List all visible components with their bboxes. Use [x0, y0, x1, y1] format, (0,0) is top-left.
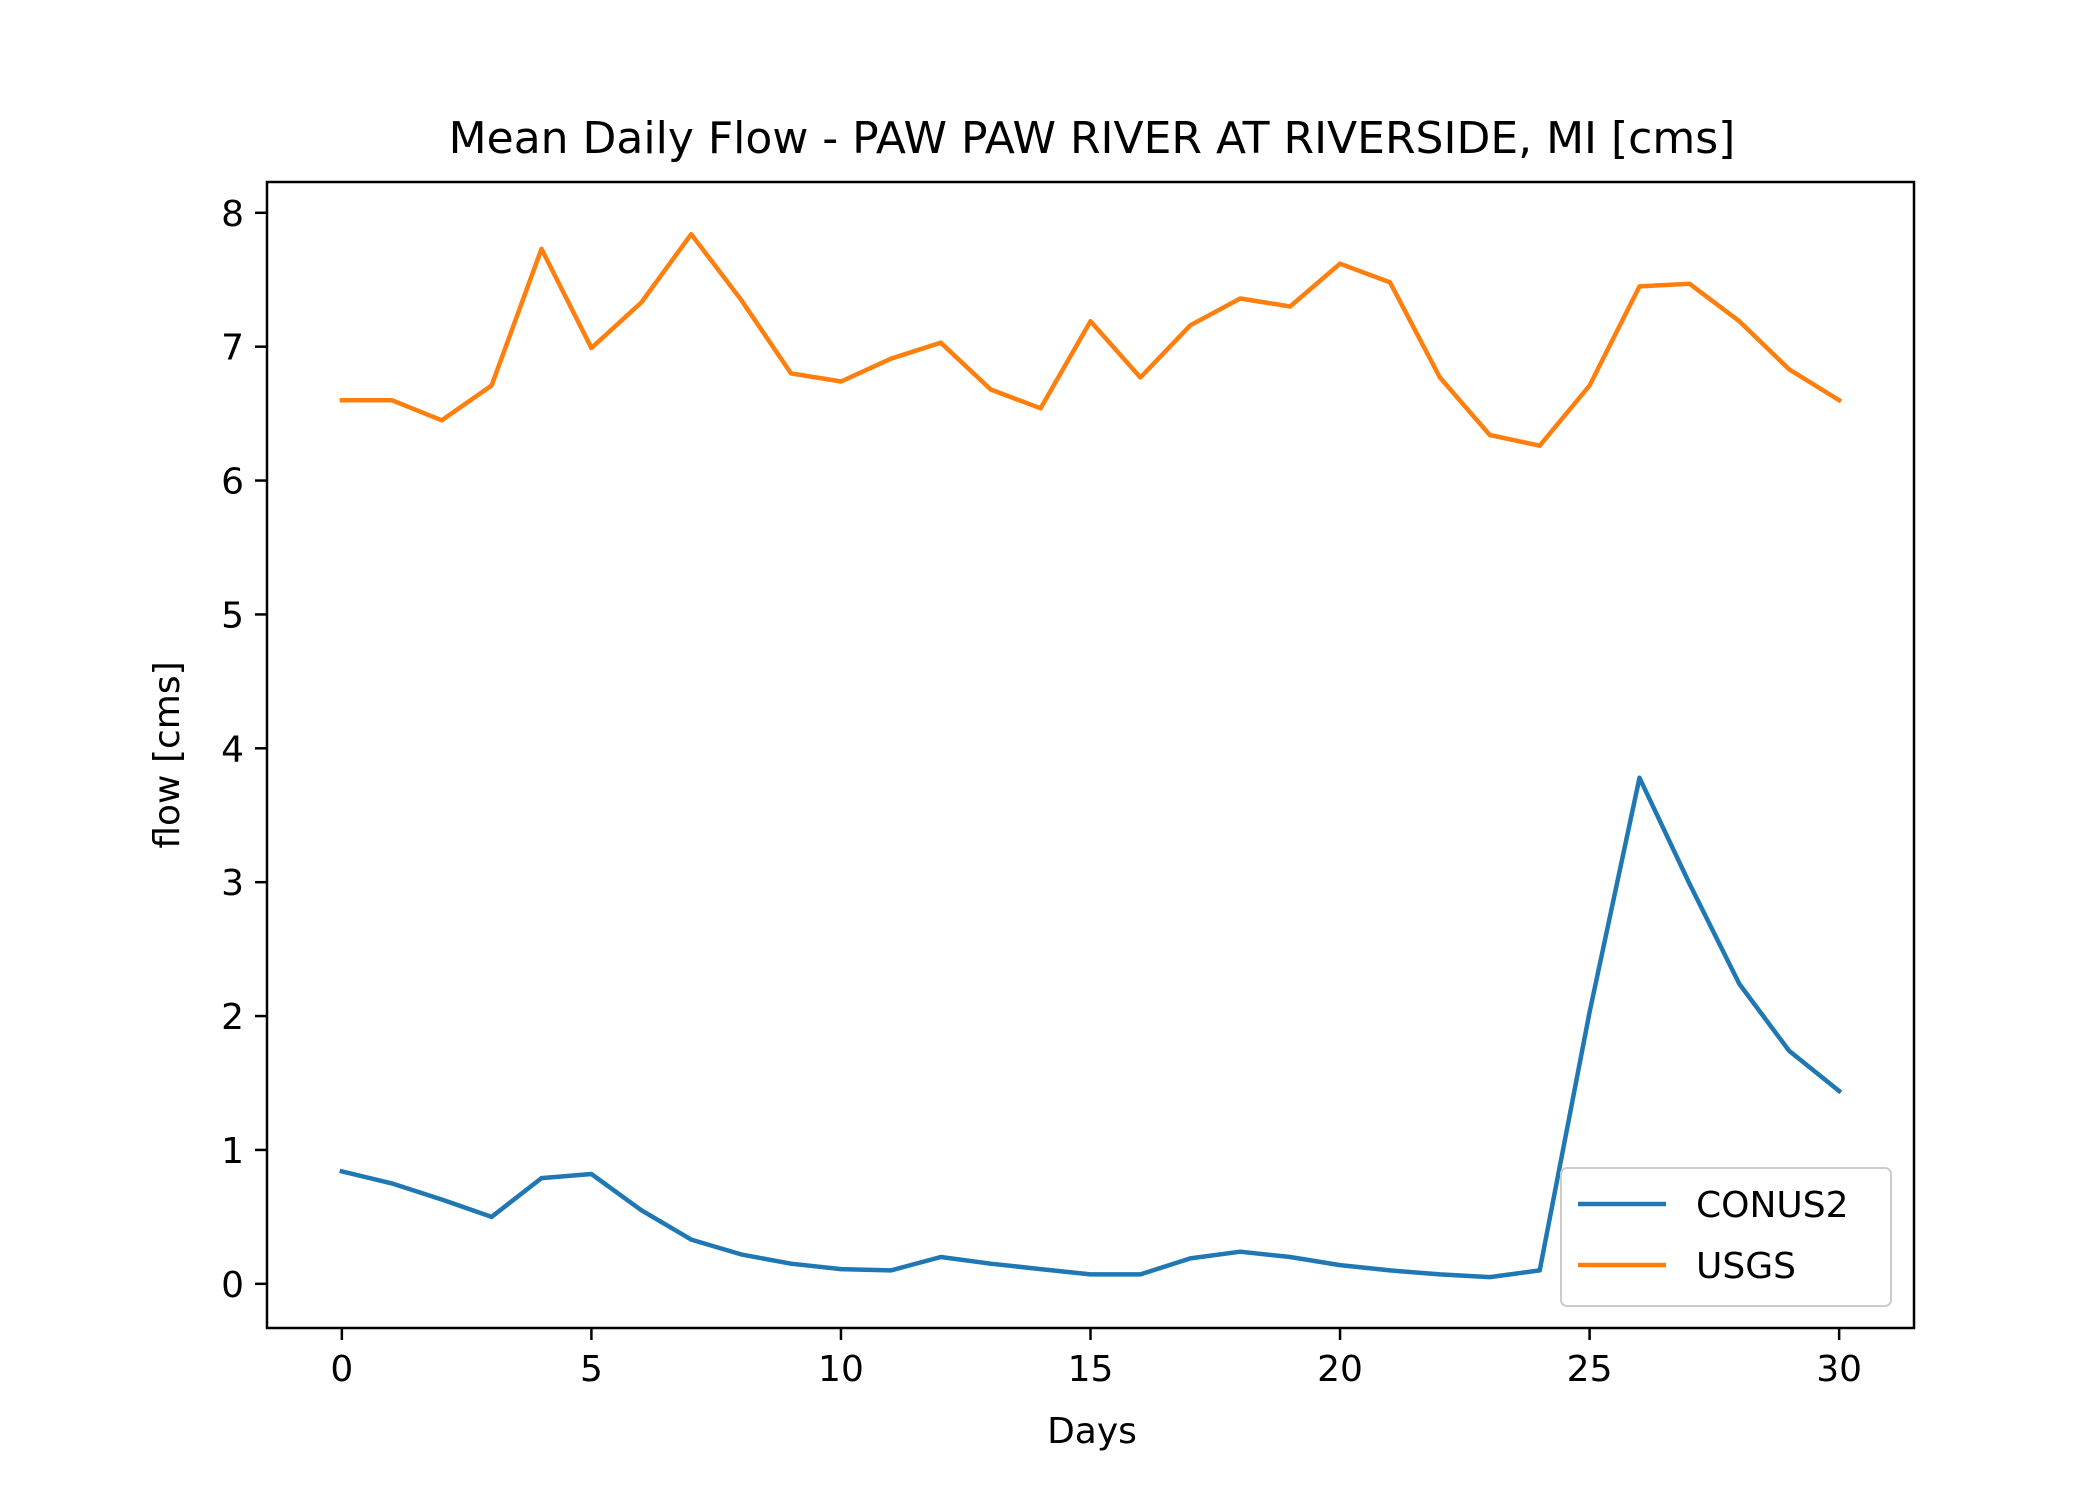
data-point-conus2 [339, 1169, 344, 1174]
data-point-usgs [339, 398, 344, 403]
data-point-conus2 [1138, 1272, 1143, 1277]
data-point-conus2 [1487, 1275, 1492, 1280]
data-point-usgs [1388, 280, 1392, 285]
data-point-usgs [1288, 304, 1293, 309]
data-point-usgs [1837, 398, 1842, 403]
data-point-conus2 [1637, 775, 1642, 780]
data-point-conus2 [389, 1181, 394, 1186]
data-point-conus2 [439, 1197, 444, 1202]
data-point-usgs [1587, 383, 1592, 388]
data-point-usgs [1737, 319, 1742, 324]
y-tick-label: 3 [221, 863, 244, 904]
x-tick-label: 15 [1068, 1349, 1114, 1390]
y-tick-label: 1 [221, 1131, 244, 1172]
data-point-usgs [1138, 375, 1143, 380]
data-point-usgs [489, 383, 494, 388]
y-tick-label: 7 [221, 328, 244, 369]
y-tick-label: 2 [221, 997, 244, 1038]
data-point-conus2 [1537, 1268, 1542, 1273]
data-point-conus2 [839, 1267, 843, 1272]
data-point-usgs [938, 340, 943, 345]
data-point-usgs [1487, 433, 1492, 437]
y-tick-label: 0 [221, 1265, 244, 1306]
data-point-usgs [639, 300, 644, 305]
data-point-usgs [1687, 281, 1692, 286]
data-point-usgs [589, 346, 594, 350]
legend: CONUS2 USGS [1560, 1167, 1892, 1307]
data-point-conus2 [739, 1252, 744, 1257]
data-point-conus2 [639, 1208, 644, 1213]
data-point-usgs [1238, 296, 1243, 301]
y-tick-label: 4 [221, 729, 244, 770]
x-tick-label: 5 [580, 1349, 603, 1390]
data-point-conus2 [1737, 981, 1742, 986]
data-point-conus2 [1238, 1249, 1243, 1254]
legend-label-conus2: CONUS2 [1696, 1185, 1849, 1226]
x-tick-label: 30 [1816, 1349, 1862, 1390]
data-point-usgs [389, 398, 394, 403]
data-point-conus2 [489, 1214, 494, 1219]
data-point-usgs [1787, 367, 1792, 372]
data-point-conus2 [589, 1172, 594, 1176]
data-point-conus2 [938, 1255, 943, 1259]
data-point-conus2 [1787, 1048, 1792, 1053]
data-point-usgs [1338, 261, 1342, 266]
data-point-conus2 [1088, 1272, 1093, 1277]
data-point-conus2 [988, 1261, 993, 1266]
x-tick-label: 0 [330, 1349, 353, 1390]
data-point-conus2 [1437, 1272, 1442, 1277]
data-point-usgs [888, 356, 893, 361]
data-point-usgs [1637, 284, 1642, 289]
data-point-conus2 [1038, 1267, 1043, 1272]
data-point-usgs [988, 387, 993, 392]
data-point-usgs [1437, 375, 1442, 380]
x-axis-label: Days [1047, 1411, 1137, 1452]
y-tick-label: 5 [221, 595, 244, 636]
data-point-conus2 [888, 1268, 893, 1273]
x-tick-label: 20 [1317, 1349, 1363, 1390]
data-point-conus2 [789, 1261, 793, 1266]
data-point-conus2 [1388, 1268, 1392, 1273]
data-point-usgs [789, 371, 793, 376]
data-point-usgs [1088, 319, 1093, 324]
data-point-conus2 [1338, 1263, 1342, 1268]
y-tick-label: 6 [221, 462, 244, 503]
data-point-usgs [739, 297, 744, 302]
x-tick-label: 25 [1567, 1349, 1613, 1390]
data-point-usgs [439, 418, 444, 423]
data-point-conus2 [1188, 1256, 1193, 1261]
data-point-usgs [1188, 323, 1193, 328]
data-point-conus2 [1288, 1255, 1293, 1259]
data-point-conus2 [539, 1176, 544, 1181]
axis-ticks: 0 5 10 15 20 25 30 0 1 2 3 4 5 6 7 8 [221, 194, 1862, 1390]
data-point-conus2 [1587, 1010, 1592, 1014]
series-lines [339, 231, 1843, 1280]
plot-frame [265, 180, 1916, 1330]
data-point-usgs [1537, 443, 1542, 448]
legend-label-usgs: USGS [1696, 1246, 1796, 1287]
data-point-usgs [689, 232, 694, 237]
y-axis-label: flow [cms] [147, 661, 188, 848]
chart-title: Mean Daily Flow - PAW PAW RIVER AT RIVER… [449, 113, 1736, 164]
x-tick-label: 10 [818, 1349, 864, 1390]
data-point-conus2 [1837, 1089, 1842, 1093]
data-point-conus2 [1687, 881, 1692, 886]
data-point-usgs [839, 379, 843, 384]
data-point-usgs [1038, 406, 1043, 411]
data-point-conus2 [689, 1237, 694, 1242]
y-tick-label: 8 [221, 194, 244, 235]
data-point-usgs [539, 246, 544, 251]
